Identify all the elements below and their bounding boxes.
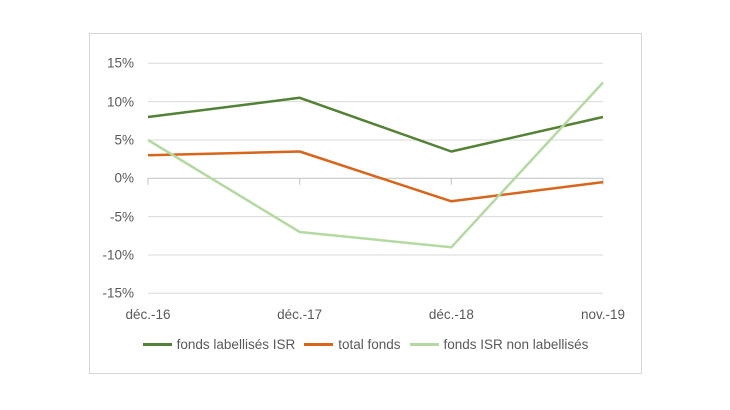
legend-item-fonds-labellises-isr: fonds labellisés ISR [142,337,296,352]
chart-container: 15% 10% 5% 0% -5% -10% -15% déc.-16 déc.-17 dé… [89,33,642,374]
legend-item-total-fonds: total fonds [304,337,401,352]
legend-label: fonds ISR non labellisés [443,337,589,352]
legend-line-swatch-green [142,343,172,346]
legend-label: fonds labellisés ISR [176,337,296,352]
legend-line-swatch-orange [304,343,334,346]
plot-svg [147,62,604,294]
legend: fonds labellisés ISR total fonds fonds I… [90,337,641,352]
legend-item-fonds-isr-non-labellises: fonds ISR non labellisés [409,337,589,352]
legend-line-swatch-lightgreen [409,343,439,346]
legend-label: total fonds [338,337,401,352]
